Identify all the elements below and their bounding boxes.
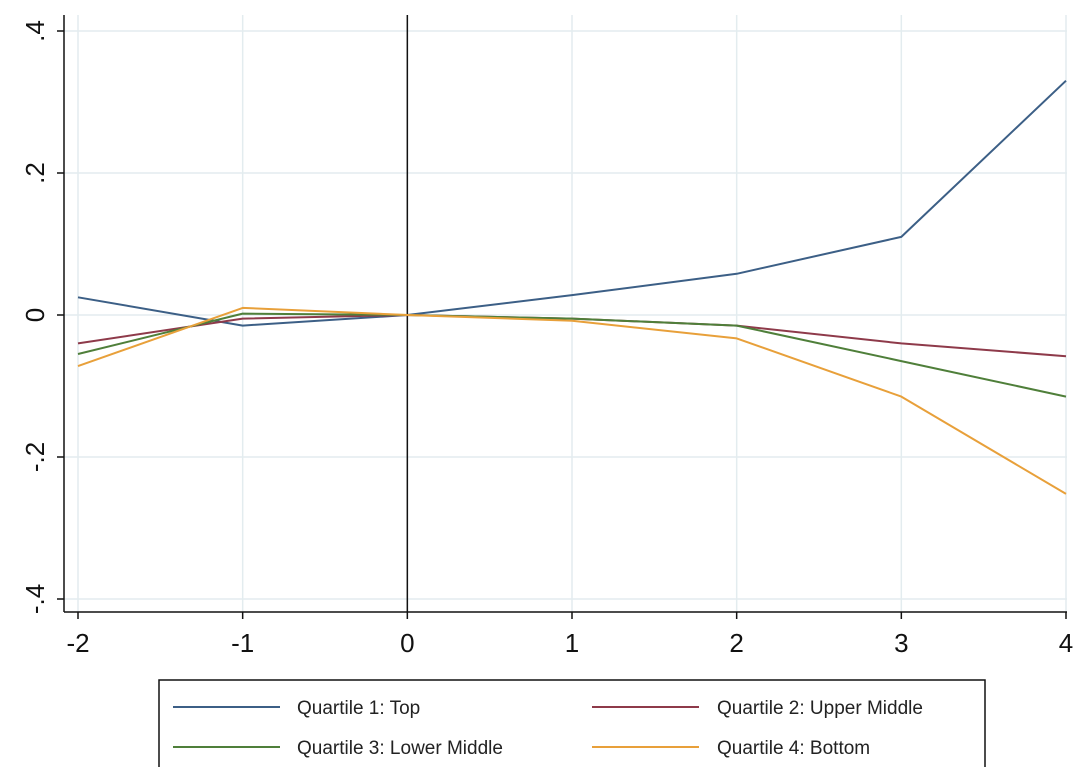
x-tick-label: 4 [1059,628,1073,658]
y-tick-label: -.4 [20,584,50,614]
series-line-quartile-4 [77,306,1067,495]
legend-label-quartile-3: Quartile 3: Lower Middle [297,738,503,759]
legend: Quartile 1: Top Quartile 2: Upper Middle Q… [158,679,986,767]
legend-label-quartile-2: Quartile 2: Upper Middle [717,698,923,719]
legend-box [158,679,986,767]
x-tick-label: -1 [231,628,254,658]
tick-labels: -2 -1 0 1 2 3 4 -.4 -.2 0 .2 .4 [20,20,1073,658]
series-line-quartile-3 [77,312,1067,398]
x-tick-label: 1 [565,628,579,658]
x-tick-label: 2 [729,628,743,658]
x-tick-label: 3 [894,628,908,658]
y-tick-label: .4 [20,20,50,42]
grid [64,15,1067,612]
legend-label-quartile-4: Quartile 4: Bottom [717,738,870,759]
axes [57,15,1067,619]
series-lines [77,79,1067,495]
x-tick-label: -2 [66,628,89,658]
legend-label-quartile-1: Quartile 1: Top [297,698,420,719]
y-tick-label: .2 [20,162,50,184]
y-tick-label: -.2 [20,442,50,472]
y-tick-label: 0 [20,308,50,322]
x-tick-label: 0 [400,628,414,658]
series-line-quartile-1 [77,79,1067,327]
